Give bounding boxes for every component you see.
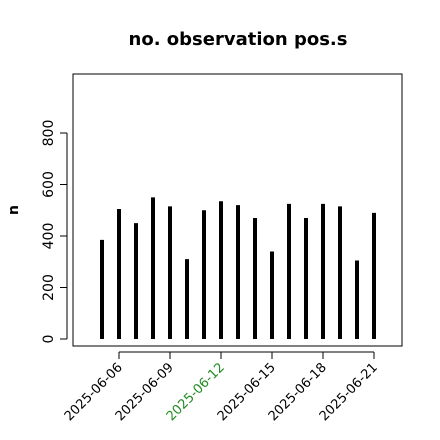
y-tick-label: 0 (41, 335, 57, 344)
bars (100, 197, 376, 339)
y-axis: 0 200 400 600 800 (41, 120, 68, 344)
y-axis-label: n (6, 205, 22, 215)
y-tick-label: 400 (41, 223, 57, 250)
x-axis: 2025-06-062025-06-092025-06-122025-06-15… (62, 351, 381, 424)
y-tick-label: 200 (41, 274, 57, 301)
chart-title: no. observation pos.s (129, 29, 348, 50)
y-tick-label: 800 (41, 120, 57, 147)
plot-frame (72, 73, 403, 347)
y-tick-label: 600 (41, 171, 57, 198)
